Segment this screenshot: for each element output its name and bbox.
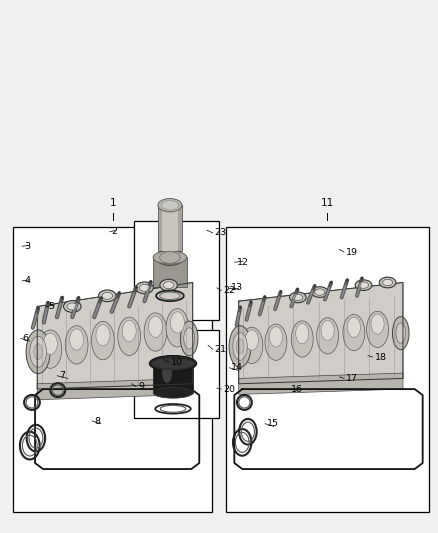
- Bar: [158, 205, 182, 251]
- Text: 18: 18: [374, 353, 386, 361]
- Ellipse shape: [160, 279, 177, 291]
- Ellipse shape: [291, 321, 313, 357]
- Ellipse shape: [359, 282, 368, 288]
- Ellipse shape: [269, 327, 283, 347]
- Bar: [134, 330, 219, 418]
- Text: 8: 8: [94, 417, 100, 425]
- Ellipse shape: [162, 200, 178, 210]
- Ellipse shape: [30, 336, 46, 367]
- Ellipse shape: [162, 362, 172, 383]
- Ellipse shape: [296, 324, 309, 344]
- Ellipse shape: [166, 309, 189, 347]
- Ellipse shape: [65, 326, 88, 364]
- Ellipse shape: [156, 249, 184, 265]
- Text: 12: 12: [237, 258, 248, 266]
- Text: 19: 19: [346, 248, 358, 256]
- Ellipse shape: [241, 327, 263, 364]
- Ellipse shape: [26, 330, 50, 374]
- Ellipse shape: [355, 280, 372, 290]
- Text: 16: 16: [291, 385, 303, 393]
- Bar: [134, 221, 219, 320]
- Text: 17: 17: [346, 374, 358, 383]
- Text: 9: 9: [138, 382, 144, 391]
- Bar: [162, 205, 178, 251]
- Ellipse shape: [153, 387, 193, 398]
- Ellipse shape: [371, 314, 384, 334]
- Ellipse shape: [136, 282, 153, 294]
- Ellipse shape: [321, 320, 334, 341]
- Ellipse shape: [311, 287, 328, 297]
- Ellipse shape: [347, 317, 360, 337]
- Ellipse shape: [233, 333, 247, 360]
- Polygon shape: [37, 378, 193, 400]
- Ellipse shape: [43, 333, 57, 354]
- Text: 13: 13: [231, 284, 243, 292]
- Text: 22: 22: [223, 286, 235, 295]
- Polygon shape: [239, 282, 403, 384]
- Ellipse shape: [170, 312, 184, 333]
- Text: 15: 15: [267, 419, 279, 428]
- Ellipse shape: [229, 326, 251, 367]
- Ellipse shape: [383, 279, 392, 286]
- Bar: [13, 227, 212, 512]
- Ellipse shape: [122, 320, 136, 342]
- Text: 3: 3: [24, 242, 30, 251]
- Text: 5: 5: [48, 302, 54, 311]
- Text: 2: 2: [112, 228, 118, 236]
- Ellipse shape: [96, 325, 110, 346]
- Ellipse shape: [92, 321, 114, 360]
- Ellipse shape: [149, 356, 197, 372]
- Ellipse shape: [343, 314, 365, 351]
- Text: 4: 4: [24, 277, 30, 285]
- Polygon shape: [37, 282, 193, 389]
- Text: 6: 6: [23, 334, 29, 343]
- Ellipse shape: [180, 321, 198, 356]
- Ellipse shape: [290, 292, 306, 303]
- Bar: [153, 364, 193, 393]
- Ellipse shape: [64, 301, 81, 312]
- Ellipse shape: [396, 323, 406, 343]
- Ellipse shape: [99, 290, 116, 302]
- Ellipse shape: [236, 339, 244, 354]
- Ellipse shape: [153, 251, 187, 264]
- Ellipse shape: [245, 330, 258, 350]
- Ellipse shape: [118, 317, 141, 356]
- Ellipse shape: [152, 358, 195, 369]
- Text: 20: 20: [223, 385, 235, 393]
- Ellipse shape: [317, 318, 339, 354]
- Ellipse shape: [265, 324, 287, 360]
- Ellipse shape: [70, 329, 84, 350]
- Ellipse shape: [184, 328, 194, 349]
- Text: 21: 21: [215, 345, 226, 353]
- Text: 23: 23: [215, 229, 227, 237]
- Bar: [226, 227, 429, 512]
- Ellipse shape: [158, 198, 182, 212]
- Ellipse shape: [148, 316, 162, 337]
- Ellipse shape: [392, 317, 409, 350]
- Ellipse shape: [139, 284, 150, 292]
- Polygon shape: [239, 373, 403, 394]
- Ellipse shape: [163, 281, 174, 289]
- Ellipse shape: [367, 311, 389, 348]
- Ellipse shape: [34, 344, 42, 360]
- Ellipse shape: [379, 277, 396, 288]
- Text: 7: 7: [59, 372, 65, 380]
- Ellipse shape: [293, 294, 303, 301]
- Ellipse shape: [102, 292, 113, 300]
- Bar: [153, 257, 187, 287]
- Text: 1: 1: [110, 198, 116, 208]
- Ellipse shape: [67, 303, 78, 310]
- Ellipse shape: [160, 252, 180, 263]
- Ellipse shape: [39, 330, 62, 368]
- Text: 14: 14: [231, 364, 243, 372]
- Ellipse shape: [315, 289, 325, 295]
- Text: 10: 10: [171, 358, 183, 367]
- Ellipse shape: [144, 313, 167, 351]
- Text: 11: 11: [321, 198, 334, 208]
